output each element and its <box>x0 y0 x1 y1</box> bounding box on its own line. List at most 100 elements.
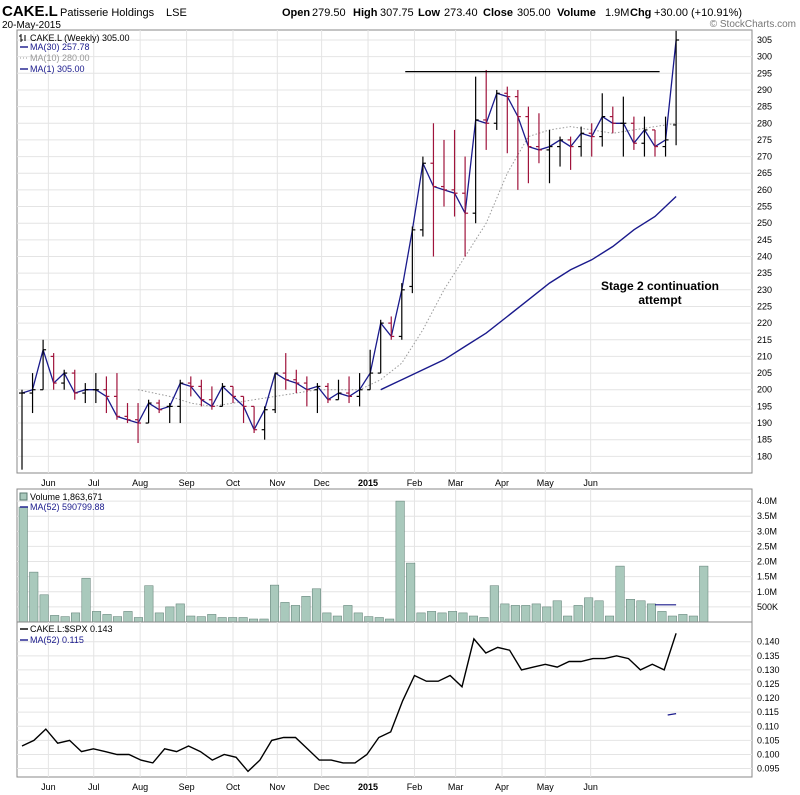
price-tick-label: 265 <box>757 168 772 178</box>
volume-bar <box>175 603 185 623</box>
time-tick-label: Feb <box>407 478 423 488</box>
ohlc-bar <box>557 136 564 167</box>
volume-bar <box>301 596 311 623</box>
open-label: Open <box>282 7 310 19</box>
time-tick-label: Jun <box>41 478 56 488</box>
ohlc-bar <box>314 383 321 414</box>
volume-bar <box>112 616 122 623</box>
price-panel: 180 185 190 195 200 205 210 215 220 225 230 235 240 2… <box>16 29 772 488</box>
ratio-line <box>21 633 677 773</box>
volume-bar <box>573 605 583 623</box>
price-legend-ma10: MA(10) 280.00 <box>30 53 90 63</box>
volume-bar <box>186 615 196 623</box>
ohlc-bar <box>71 369 78 400</box>
low-value: 273.40 <box>444 7 478 19</box>
volume-bar <box>228 617 238 623</box>
time-tick-label: Dec <box>314 782 331 792</box>
ohlc-bar <box>662 116 669 157</box>
ohlc-bar <box>609 106 616 134</box>
volume-tick-label: 1.0M <box>757 587 777 597</box>
volume-bar <box>667 615 677 623</box>
volume-grid <box>17 489 752 622</box>
price-legend-ma1: MA(1) 305.00 <box>30 64 85 74</box>
time-tick-label: Nov <box>269 478 286 488</box>
ohlc-bar <box>525 106 532 184</box>
ohlc-bar <box>240 395 247 424</box>
ratio-panel-frame <box>16 621 753 778</box>
volume-bar <box>427 611 437 623</box>
ohlc-bar <box>113 373 120 420</box>
ma30-line <box>380 195 677 391</box>
ohlc-bar <box>483 69 490 150</box>
ohlc-bar <box>377 319 384 374</box>
ohlc-bar <box>251 405 258 434</box>
ratio-panel: 0.095 0.100 0.105 0.110 0.115 0.120 0.125 0.130… <box>16 621 780 792</box>
volume-bar <box>416 612 426 623</box>
ratio-axis: 0.095 0.100 0.105 0.110 0.115 0.120 0.125 0.130… <box>757 637 780 774</box>
ohlc-bar <box>462 156 469 257</box>
volume-tick-label: 500K <box>757 602 778 612</box>
ohlc-bar <box>282 353 289 390</box>
volume-panel: 500K 1.0M 1.5M 2.0M 2.5M 3.0M 3.5M 4.0M Volume … <box>16 488 778 623</box>
volume-tick-label: 2.0M <box>757 557 777 567</box>
ohlc-bar <box>493 89 500 130</box>
time-tick-label: Jun <box>41 782 56 792</box>
ratio-legend-title: CAKE.L:$SPX 0.143 <box>30 624 113 634</box>
volume-bar <box>448 611 458 623</box>
price-tick-label: 235 <box>757 268 772 278</box>
ohlc-bar <box>472 76 479 224</box>
volume-bar <box>406 562 416 623</box>
price-tick-label: 240 <box>757 251 772 261</box>
ohlc-bar <box>504 86 511 154</box>
time-tick-label: Mar <box>448 782 464 792</box>
ohlc-bar <box>578 126 585 157</box>
volume-bar <box>18 506 28 623</box>
time-tick-label: Dec <box>314 478 331 488</box>
volume-bar <box>510 605 520 623</box>
ohlc-bar <box>303 376 310 407</box>
price-tick-label: 195 <box>757 401 772 411</box>
price-tick-label: 200 <box>757 385 772 395</box>
volume-tick-label: 3.0M <box>757 526 777 536</box>
volume-bar <box>437 612 447 623</box>
ohlc-bar <box>409 226 416 294</box>
volume-bar <box>165 606 175 623</box>
time-tick-label: Sep <box>179 782 195 792</box>
volume-bar <box>207 614 217 623</box>
chart-date: 20-May-2015 <box>2 20 61 31</box>
ohlc-bar <box>430 123 437 257</box>
ohlc-bar <box>124 403 131 424</box>
price-legend-ma30: MA(30) 257.78 <box>30 42 90 52</box>
volume-bar <box>238 617 248 623</box>
ohlc-bar <box>145 399 152 424</box>
ohlc-bar <box>208 386 215 410</box>
ratio-tick-label: 0.125 <box>757 679 780 689</box>
volume-bar <box>123 611 133 623</box>
volume-bar <box>71 612 81 623</box>
ma10-line <box>137 122 677 407</box>
volume-bar <box>521 605 531 623</box>
price-tick-label: 230 <box>757 285 772 295</box>
price-legend-title: CAKE.L (Weekly) 305.00 <box>30 33 130 43</box>
ohlc-bar <box>293 369 300 394</box>
price-tick-label: 285 <box>757 102 772 112</box>
time-tick-label: Oct <box>226 782 241 792</box>
volume-bar <box>133 617 143 623</box>
volume-bar <box>154 612 164 623</box>
ohlc-bar <box>272 372 279 414</box>
ohlc-bar <box>177 379 184 424</box>
volume-bar <box>489 585 499 623</box>
volume-tick-label: 2.5M <box>757 541 777 551</box>
volume-legend-title: Volume 1,863,671 <box>30 492 103 502</box>
company-name: Patisserie Holdings <box>60 7 155 19</box>
ohlc-bar <box>82 383 89 404</box>
high-value: 307.75 <box>380 7 414 19</box>
time-tick-label: May <box>537 478 555 488</box>
ohlc-bar <box>673 30 680 146</box>
volume-axis: 500K 1.0M 1.5M 2.0M 2.5M 3.0M 3.5M 4.0M <box>757 496 778 612</box>
ohlc-bar <box>514 89 521 190</box>
ohlc-bar <box>135 403 142 444</box>
volume-bar <box>531 603 541 623</box>
volume-bar <box>29 571 39 623</box>
ohlc-bar <box>103 376 110 414</box>
